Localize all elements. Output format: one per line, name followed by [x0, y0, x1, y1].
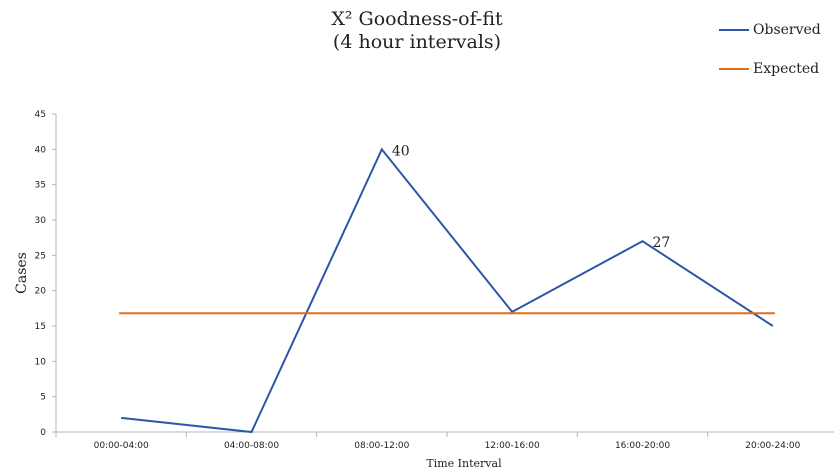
- chart-axes: 0 5 10 15 20 25 30 35 40 45 00:00-04:00 04:00-08:00…: [35, 110, 834, 451]
- y-tick-label: 35: [35, 181, 46, 191]
- legend-label-observed: Observed: [753, 22, 821, 38]
- x-tick-label: 16:00-20:00: [615, 441, 670, 451]
- y-tick-label: 10: [35, 357, 47, 367]
- y-axis-title: Cases: [14, 252, 30, 294]
- legend-swatch-expected: [719, 68, 749, 70]
- legend-label-expected: Expected: [753, 61, 820, 77]
- x-tick-label: 12:00-16:00: [485, 441, 540, 451]
- series-line-observed: [121, 147, 774, 434]
- y-tick-label: 20: [35, 287, 47, 297]
- legend-item-observed: Observed: [719, 20, 821, 40]
- x-tick-label: 08:00-12:00: [354, 441, 409, 451]
- chart-legend: Observed Expected: [719, 20, 821, 98]
- chart-data-labels: 40 27: [392, 143, 670, 251]
- chart-title-line-2: (4 hour intervals): [332, 31, 502, 53]
- y-tick-label: 0: [40, 428, 46, 438]
- x-tick-label: 00:00-04:00: [94, 441, 149, 451]
- data-label: 40: [392, 143, 410, 159]
- x-tick-label: 20:00-24:00: [745, 441, 800, 451]
- y-tick-label: 30: [35, 216, 47, 226]
- x-axis-title: Time Interval: [426, 457, 502, 470]
- y-tick-label: 5: [40, 393, 46, 403]
- legend-swatch-observed: [719, 29, 749, 31]
- chart-title-line-1: X² Goodness-of-fit: [331, 8, 503, 30]
- legend-item-expected: Expected: [719, 59, 821, 79]
- x-tick-label: 04:00-08:00: [224, 441, 279, 451]
- chart-series: [119, 147, 775, 434]
- data-label: 27: [653, 235, 671, 251]
- y-tick-label: 25: [35, 251, 46, 261]
- chart-title: X² Goodness-of-fit (4 hour intervals): [0, 8, 834, 54]
- y-tick-label: 45: [35, 110, 46, 120]
- y-tick-label: 15: [35, 322, 46, 332]
- y-tick-label: 40: [35, 145, 47, 155]
